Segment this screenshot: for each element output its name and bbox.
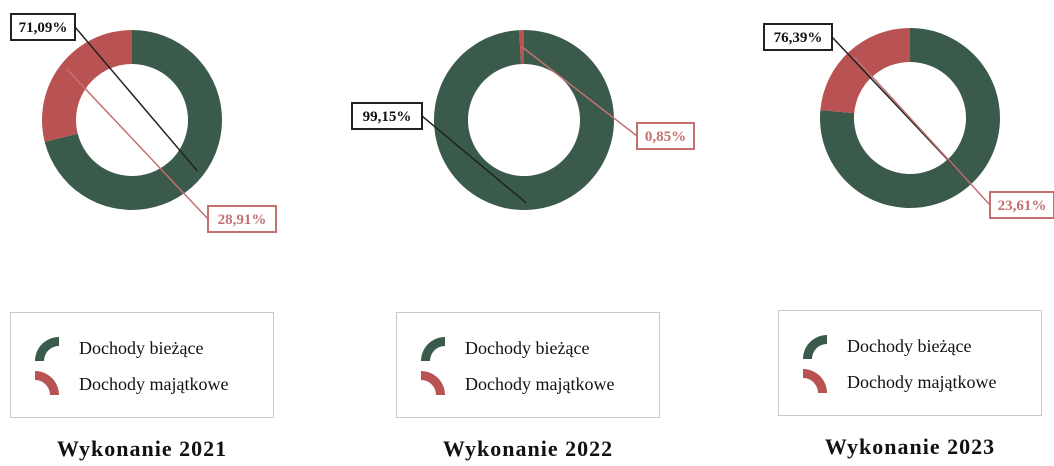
data-label: 0,85% — [645, 129, 686, 145]
donut-slice-majatkowe — [820, 28, 910, 114]
donut-charts-svg: 71,09% 28,91% 99,15% 0,85% 76,39% 23,61% — [10, 13, 1054, 233]
chart-title-2023: Wykonanie 2023 — [824, 434, 996, 459]
data-label: 71,09% — [19, 20, 68, 36]
data-label-box — [207, 205, 277, 233]
leader-line — [853, 56, 991, 206]
ring-segment-icon — [35, 337, 59, 361]
legend-label: Dochody bieżące — [847, 335, 972, 356]
data-label-box — [763, 23, 833, 51]
legend-item-biezace: Dochody bieżące — [31, 333, 203, 363]
legend-2023: Dochody bieżące Dochody majątkowe — [778, 310, 1042, 416]
data-label: 28,91% — [218, 212, 267, 228]
data-label: 99,15% — [363, 109, 412, 125]
donut-slice-majatkowe — [519, 30, 524, 65]
legend-2022: Dochody bieżące Dochody majątkowe — [396, 312, 660, 418]
legend-label: Dochody majątkowe — [79, 373, 229, 394]
chart-title-2021: Wykonanie 2021 — [56, 436, 228, 461]
ring-segment-icon — [35, 371, 59, 395]
data-label-box — [351, 102, 423, 130]
data-label-box — [989, 191, 1054, 219]
leader-line — [66, 68, 209, 220]
leader-line — [421, 115, 527, 204]
donut-slice-biezace — [819, 28, 1000, 209]
data-label-box — [636, 122, 695, 150]
legend-item-majatkowe: Dochody majątkowe — [799, 367, 996, 397]
ring-segment-icon — [803, 369, 827, 393]
legend-label: Dochody bieżące — [79, 337, 204, 358]
legend-label: Dochody bieżące — [465, 337, 590, 358]
donut-slice-biezace — [44, 30, 222, 210]
ring-segment-icon — [421, 337, 445, 361]
leader-line — [74, 26, 199, 172]
donut-slice-majatkowe — [42, 30, 132, 142]
ring-segment-icon — [803, 335, 827, 359]
legend-2021: Dochody bieżące Dochody majątkowe — [10, 312, 274, 418]
legend-label: Dochody majątkowe — [847, 371, 997, 392]
ring-segment-icon — [421, 371, 445, 395]
data-label: 23,61% — [998, 198, 1047, 214]
legend-label: Dochody majątkowe — [465, 373, 615, 394]
chart-title-2022: Wykonanie 2022 — [442, 436, 614, 461]
donut-slice-biezace — [434, 30, 614, 211]
data-label: 76,39% — [774, 30, 823, 46]
legend-item-biezace: Dochody bieżące — [799, 331, 971, 361]
legend-item-majatkowe: Dochody majątkowe — [31, 369, 228, 399]
leader-line — [521, 46, 638, 137]
legend-item-biezace: Dochody bieżące — [417, 333, 589, 363]
legend-item-majatkowe: Dochody majątkowe — [417, 369, 614, 399]
data-label-box — [10, 13, 76, 41]
